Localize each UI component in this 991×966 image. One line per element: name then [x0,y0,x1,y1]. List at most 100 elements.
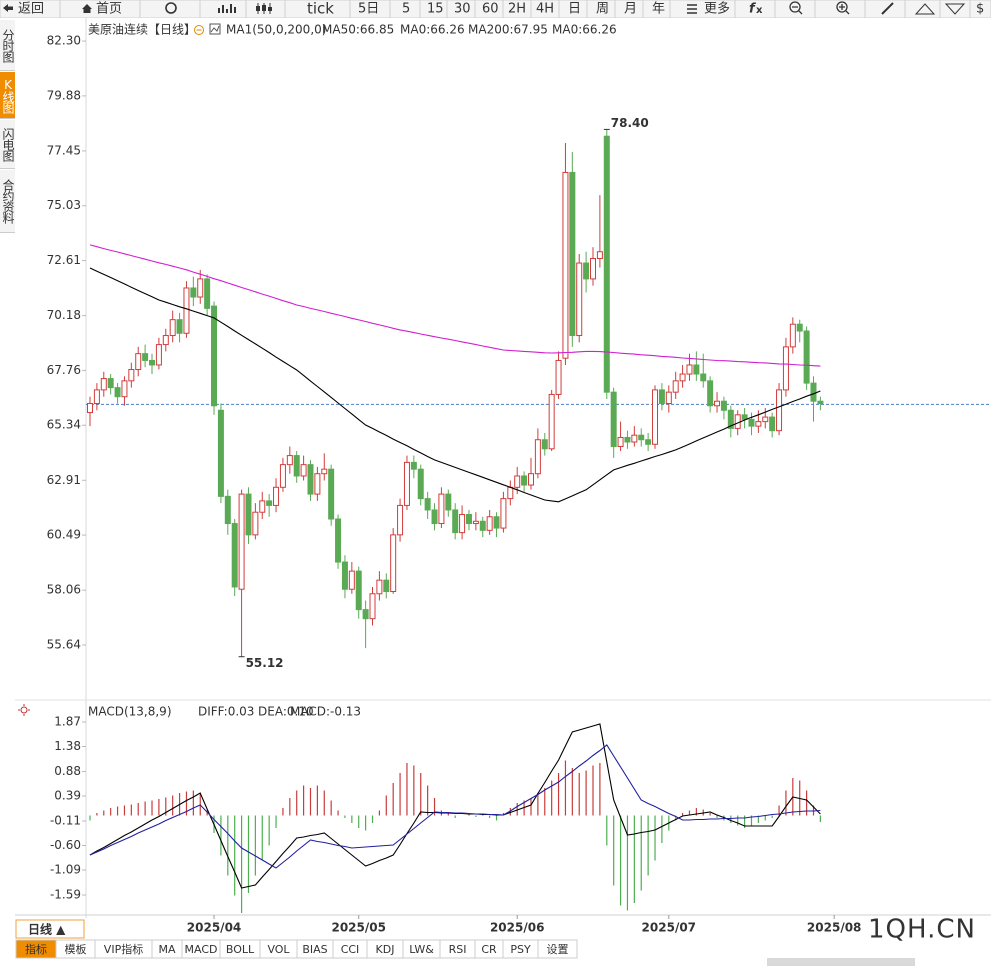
collapse-icon[interactable] [194,25,204,35]
candle-body [107,378,114,389]
candle-body [782,346,789,391]
indicator-tab[interactable]: VIP指标 [104,942,143,956]
candle-body [665,391,672,404]
indicator-tab-box[interactable] [537,939,578,959]
toolbar-button[interactable]: 2H [508,2,526,17]
macd-settings-icon[interactable] [20,706,28,714]
candle-body [135,353,142,371]
candle-body [596,251,603,260]
toolbar-button[interactable]: 月 [624,2,637,17]
indicator-tab[interactable]: LW& [409,943,434,956]
candle-icon-body [256,5,272,11]
y-tick-label: 82.30 [47,34,81,48]
candle-body [217,409,224,497]
candle-body [700,373,707,382]
indicator-tab[interactable]: BIAS [302,943,327,956]
candle-body [224,495,231,525]
candle-body [438,493,445,525]
scrollbar[interactable] [767,958,915,966]
triangle-icon[interactable] [914,3,936,15]
candle-body [796,323,803,332]
indicator-tab[interactable]: BOLL [226,943,255,956]
side-tab[interactable]: K线图 [0,72,15,119]
toolbar-button[interactable]: 首页 [96,2,122,17]
legend-entry: MA200:67.95 [468,23,548,37]
instrument-name: 美原油连续 [88,22,148,37]
candle-body [672,380,679,393]
zoom-out-glyph [792,6,803,15]
candle-body [417,468,424,500]
candle-body [776,389,783,432]
more-icon[interactable] [687,4,697,14]
period-button-box[interactable] [15,919,85,939]
candle-body [562,171,569,359]
triangle-down-icon[interactable] [944,3,966,15]
candle-body [397,504,404,536]
x-tick-label: 2025/07 [642,921,696,935]
toolbar-button[interactable]: 更多 [704,1,730,17]
candle-body [410,461,417,470]
zoom-in-glyph [839,4,850,15]
candle-body [465,513,472,525]
candle-body [707,380,714,407]
indicator-tab[interactable]: KDJ [376,943,395,956]
toolbar-button[interactable]: 15 [427,2,444,17]
indicator-tab[interactable]: CCI [341,943,360,956]
legend-entry: MA0:66.26 [552,23,617,37]
candle-body [259,500,266,513]
candle-body [424,498,431,511]
candle-body [590,258,597,280]
toolbar-button[interactable]: 年 [652,2,665,17]
candle-body [472,520,479,525]
candle-body [100,378,107,391]
side-tab[interactable]: 闪电图 [0,120,15,169]
candle-body [431,509,438,525]
candle-body [583,262,590,280]
indicator-tab[interactable]: PSY [510,943,531,956]
toolbar-button[interactable]: 返回 [18,2,44,17]
candle-body [266,500,273,506]
ma-checkbox[interactable] [209,23,221,35]
indicator-tab[interactable]: 模板 [65,942,87,956]
toolbar-button[interactable]: 5 [402,2,410,17]
refresh-icon[interactable] [165,2,177,14]
candle-body [645,439,652,445]
bars-icon[interactable] [218,4,236,13]
zoom-in-icon[interactable] [836,1,848,13]
zoom-out-icon[interactable] [789,1,801,13]
toolbar-button[interactable]: 日 [568,2,581,17]
candle-body [328,468,335,520]
indicator-tab[interactable]: CR [481,943,497,956]
y-tick-label: -1.59 [50,888,81,902]
indicator-tab[interactable]: MACD [185,943,218,956]
candle-body [341,561,348,590]
indicator-tab[interactable]: MA [158,943,175,956]
toolbar-button[interactable]: 4H [536,2,554,17]
indicator-tab[interactable]: 指标 [25,942,47,956]
side-tab[interactable]: 分时图 [0,20,15,71]
macd-line [89,744,821,869]
toolbar-button[interactable]: tick [307,0,334,18]
candle-body [355,570,362,611]
watermark: 1QH.CN [868,915,976,945]
toolbar-button[interactable]: 60 [482,2,499,17]
y-tick-label: 75.03 [47,198,81,212]
indicator-tab[interactable]: RSI [449,943,467,956]
candle-body [155,344,162,366]
toolbar-button[interactable]: 30 [454,2,471,17]
indicator-tab[interactable]: VOL [267,943,290,956]
side-tab[interactable]: 合约资料 [0,170,15,233]
y-tick-label: 67.76 [47,363,81,377]
candle-body [817,400,824,404]
indicator-tab[interactable]: 设置 [547,943,569,956]
back-icon[interactable] [3,4,13,12]
toolbar-button[interactable]: $ [976,2,984,17]
toolbar-button[interactable]: 5日 [358,2,379,17]
period-button[interactable]: 日线 ▲ [28,922,66,937]
toolbar-button[interactable]: 周 [596,2,609,17]
fx-icon[interactable]: f [749,2,757,17]
candle-body [714,400,721,407]
candle-body [479,520,486,531]
pen-icon[interactable] [881,2,894,15]
home-icon[interactable] [82,4,92,13]
